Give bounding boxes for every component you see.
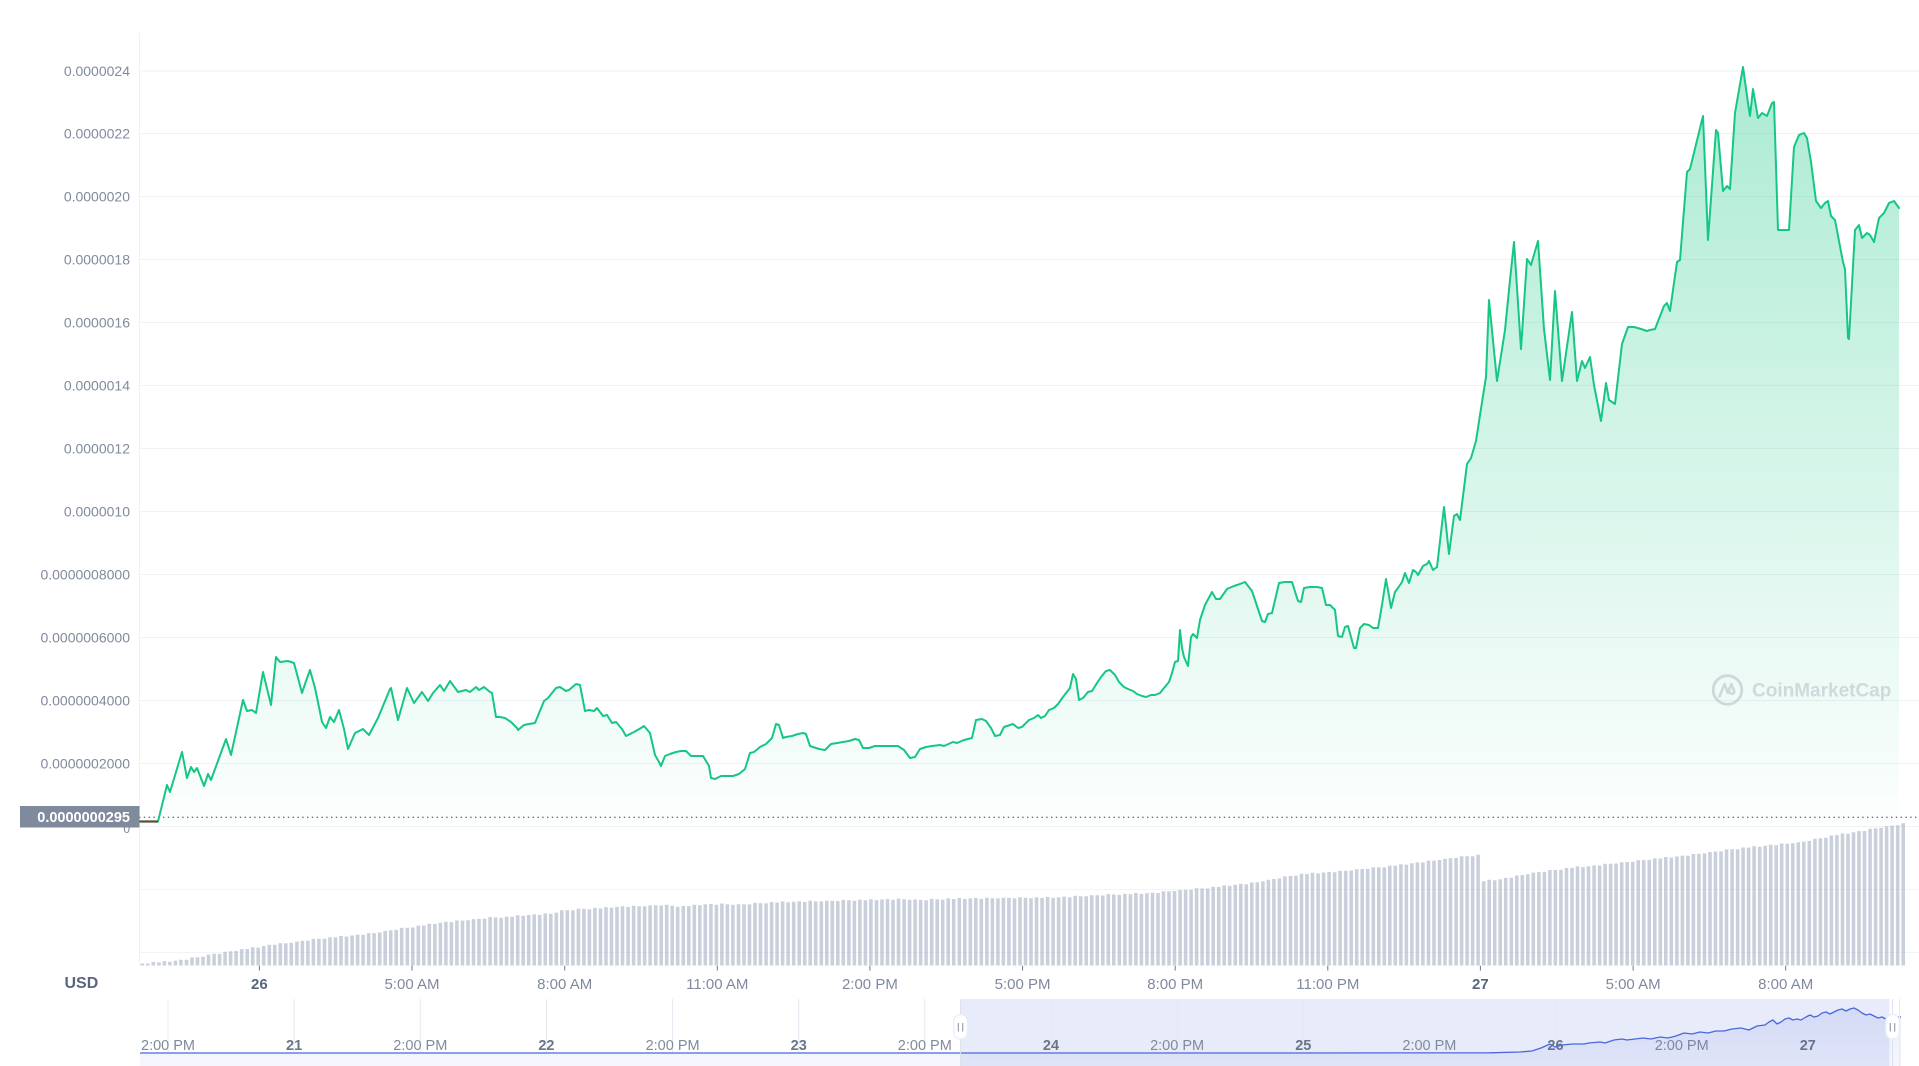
- svg-text:0.0000014: 0.0000014: [64, 378, 130, 394]
- svg-text:0.0000000295: 0.0000000295: [37, 810, 130, 826]
- svg-text:24: 24: [1043, 1038, 1059, 1054]
- svg-text:CoinMarketCap: CoinMarketCap: [1752, 681, 1891, 702]
- svg-text:0: 0: [123, 822, 130, 836]
- svg-text:0.0000004000: 0.0000004000: [40, 693, 130, 709]
- svg-text:8:00 AM: 8:00 AM: [537, 976, 592, 993]
- svg-text:2:00 PM: 2:00 PM: [1150, 1038, 1204, 1054]
- svg-text:26: 26: [251, 976, 268, 993]
- svg-text:0.0000008000: 0.0000008000: [40, 567, 130, 583]
- svg-text:0.0000012: 0.0000012: [64, 441, 130, 457]
- svg-text:25: 25: [1295, 1038, 1311, 1054]
- svg-text:11:00 PM: 11:00 PM: [1296, 976, 1359, 993]
- svg-text:2:00 PM: 2:00 PM: [393, 1038, 447, 1054]
- svg-text:0.0000006000: 0.0000006000: [40, 630, 130, 646]
- svg-text:0.0000010: 0.0000010: [64, 504, 130, 520]
- svg-text:5:00 AM: 5:00 AM: [384, 976, 439, 993]
- svg-text:5:00 PM: 5:00 PM: [995, 976, 1051, 993]
- svg-text:2:00 PM: 2:00 PM: [1402, 1038, 1456, 1054]
- svg-text:0.0000016: 0.0000016: [64, 315, 130, 331]
- svg-text:0.0000002000: 0.0000002000: [40, 756, 130, 772]
- svg-text:21: 21: [286, 1038, 302, 1054]
- svg-text:5:00 AM: 5:00 AM: [1606, 976, 1661, 993]
- svg-text:0.0000018: 0.0000018: [64, 252, 130, 268]
- svg-text:22: 22: [538, 1038, 554, 1054]
- svg-text:8:00 PM: 8:00 PM: [1147, 976, 1203, 993]
- svg-text:0.0000024: 0.0000024: [64, 63, 130, 79]
- svg-text:2:00 PM: 2:00 PM: [842, 976, 898, 993]
- svg-text:23: 23: [791, 1038, 807, 1054]
- svg-text:0.0000020: 0.0000020: [64, 189, 130, 205]
- svg-text:USD: USD: [65, 975, 99, 992]
- svg-text:2:00 PM: 2:00 PM: [646, 1038, 700, 1054]
- svg-text:27: 27: [1472, 976, 1489, 993]
- svg-text:8:00 AM: 8:00 AM: [1758, 976, 1813, 993]
- svg-text:2:00 PM: 2:00 PM: [141, 1038, 195, 1054]
- svg-text:11:00 AM: 11:00 AM: [686, 976, 748, 993]
- svg-text:2:00 PM: 2:00 PM: [898, 1038, 952, 1054]
- svg-text:0.0000022: 0.0000022: [64, 126, 130, 142]
